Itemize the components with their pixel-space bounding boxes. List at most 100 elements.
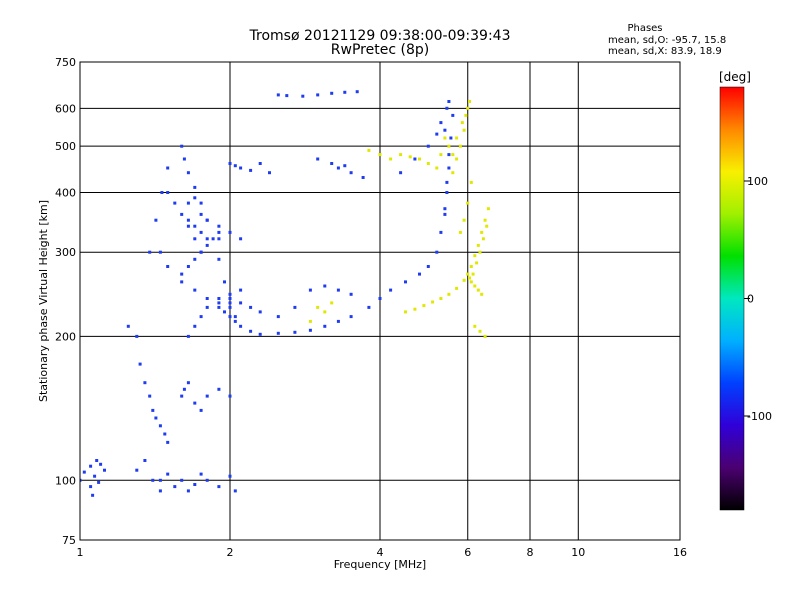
data-point — [199, 250, 203, 254]
data-point — [182, 157, 186, 161]
data-point — [138, 362, 142, 366]
data-point — [469, 180, 473, 184]
data-point — [336, 166, 340, 170]
data-point — [413, 307, 417, 311]
data-point — [447, 292, 451, 296]
data-point — [166, 166, 170, 170]
data-point — [217, 230, 221, 234]
data-point — [462, 128, 466, 132]
data-point — [451, 113, 455, 117]
data-point — [258, 310, 262, 314]
data-point — [199, 212, 203, 216]
data-point — [443, 212, 447, 216]
stats-line-o: mean, sd,O: -95.7, 15.8 — [608, 35, 726, 46]
data-point — [239, 166, 243, 170]
data-point — [158, 424, 162, 428]
data-point — [481, 237, 485, 241]
data-point — [399, 171, 403, 175]
data-point — [186, 201, 190, 205]
data-point — [308, 288, 312, 292]
colorbar-tick-label: 100 — [747, 175, 768, 188]
data-point — [228, 474, 232, 478]
data-point — [455, 286, 459, 290]
data-point — [249, 329, 253, 333]
data-point — [186, 381, 190, 385]
data-point — [367, 148, 371, 152]
data-point — [343, 90, 347, 94]
data-point — [258, 162, 262, 165]
data-point — [445, 180, 449, 184]
data-point — [404, 280, 407, 284]
data-point — [160, 191, 164, 194]
data-point — [193, 288, 197, 292]
plot-area: 1 2 4 6 8 10 16 75 100 200 300 400 500 600 750 — [55, 56, 687, 559]
data-point — [151, 478, 155, 482]
data-point — [258, 332, 262, 336]
data-point — [447, 166, 451, 170]
stats-line-x: mean, sd,X: 83.9, 18.9 — [608, 46, 722, 57]
data-point — [413, 157, 417, 161]
data-point — [143, 459, 147, 462]
data-point — [186, 265, 190, 268]
data-point — [455, 136, 459, 140]
data-point — [193, 237, 197, 241]
data-point — [228, 297, 232, 300]
data-point — [435, 250, 439, 254]
data-point — [349, 292, 353, 296]
data-point — [462, 278, 466, 282]
data-point — [458, 230, 462, 234]
data-point — [439, 121, 443, 125]
data-point — [330, 91, 334, 95]
colorbar: [deg] 100 0 -100 — [719, 70, 772, 511]
data-point — [349, 171, 353, 175]
data-point — [308, 328, 312, 332]
data-points — [80, 90, 490, 497]
data-point — [166, 191, 170, 194]
data-point — [199, 472, 203, 476]
data-point — [464, 113, 468, 117]
data-point — [389, 157, 393, 161]
data-point — [426, 265, 430, 268]
data-point — [435, 166, 439, 170]
data-point — [451, 171, 455, 175]
data-point — [223, 280, 226, 284]
data-point — [82, 470, 86, 474]
data-point — [186, 334, 190, 338]
data-point — [445, 191, 449, 194]
data-point — [199, 315, 203, 319]
data-point — [217, 387, 221, 391]
series-O-mode — [80, 90, 455, 497]
data-point — [217, 301, 221, 305]
data-point — [323, 284, 327, 288]
series-X-mode — [308, 100, 490, 338]
colorbar-ticks: 100 0 -100 — [744, 175, 772, 423]
data-point — [473, 284, 477, 288]
data-point — [483, 334, 487, 338]
data-point — [217, 224, 221, 228]
data-point — [316, 305, 320, 309]
data-point — [330, 162, 334, 165]
data-point — [223, 310, 226, 314]
data-point — [180, 212, 184, 216]
data-point — [135, 334, 139, 338]
y-tick-label: 400 — [55, 186, 76, 199]
data-point — [205, 297, 209, 300]
colorbar-gradient — [719, 86, 745, 511]
grid-lines — [80, 62, 680, 540]
data-point — [103, 468, 106, 472]
data-point — [276, 331, 280, 335]
data-point — [378, 153, 382, 157]
data-point — [404, 310, 407, 314]
y-tick-label: 750 — [55, 56, 76, 69]
data-point — [418, 157, 421, 161]
data-point — [205, 243, 209, 247]
data-point — [367, 305, 371, 309]
data-point — [91, 493, 95, 497]
data-point — [285, 94, 289, 98]
y-tick-label: 300 — [55, 246, 76, 259]
data-point — [466, 272, 470, 276]
data-point — [478, 250, 482, 254]
data-point — [143, 381, 147, 385]
data-point — [399, 153, 403, 157]
data-point — [199, 230, 203, 234]
